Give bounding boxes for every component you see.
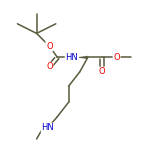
Text: HN: HN bbox=[41, 123, 54, 132]
Polygon shape bbox=[78, 56, 88, 59]
Text: O: O bbox=[113, 53, 120, 62]
Text: O: O bbox=[46, 63, 53, 72]
Text: O: O bbox=[46, 42, 53, 51]
Text: HN: HN bbox=[65, 53, 78, 62]
Text: O: O bbox=[99, 67, 105, 76]
